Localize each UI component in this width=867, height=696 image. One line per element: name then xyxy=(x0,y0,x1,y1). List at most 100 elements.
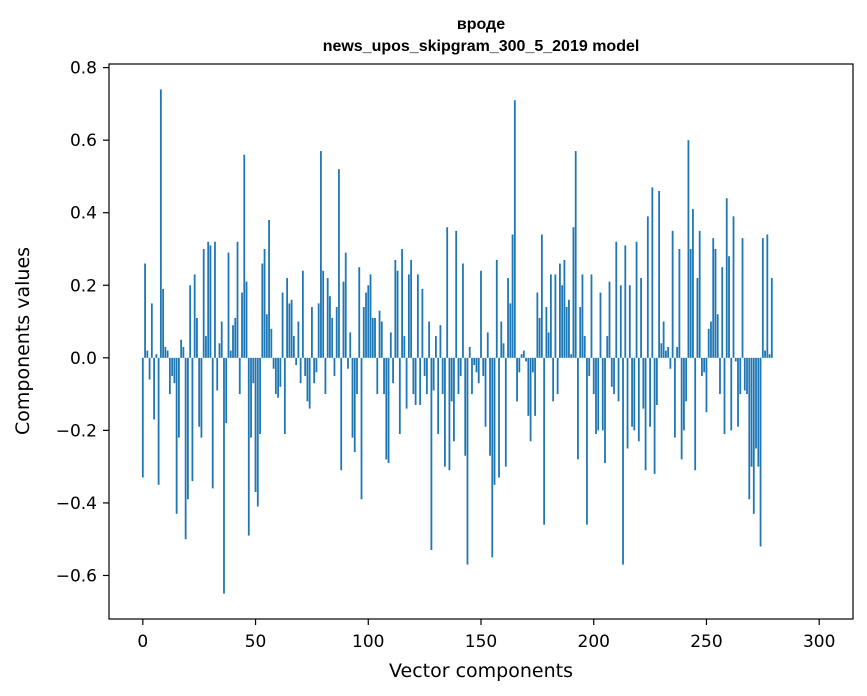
bar xyxy=(155,354,158,358)
bar xyxy=(279,357,282,387)
bar xyxy=(340,357,343,471)
bar xyxy=(477,357,480,384)
bar xyxy=(649,357,651,427)
y-axis-label: Components values xyxy=(12,247,34,435)
bar xyxy=(389,332,392,358)
bar xyxy=(484,357,487,427)
y-ticks-group: −0.6 −0.4 −0.2 0.0 0.2 0.4 0.6 0.8 xyxy=(56,59,109,586)
bar xyxy=(755,357,757,449)
bar xyxy=(173,357,176,384)
bar xyxy=(308,357,311,409)
bar xyxy=(311,307,313,358)
bar xyxy=(610,357,613,387)
bar xyxy=(626,357,629,449)
bar xyxy=(622,357,624,565)
bar xyxy=(299,357,302,384)
bar xyxy=(412,357,415,395)
bar xyxy=(223,357,225,594)
bar xyxy=(313,357,316,384)
bar xyxy=(673,357,676,438)
bar xyxy=(166,350,169,358)
bar xyxy=(698,230,701,358)
bar xyxy=(509,303,512,358)
bar xyxy=(696,278,699,358)
bar xyxy=(227,252,230,358)
bar xyxy=(701,357,703,376)
bar xyxy=(601,357,604,431)
bar xyxy=(394,259,397,358)
y-tick-label: 0.6 xyxy=(70,131,97,151)
bar xyxy=(556,357,559,395)
bar xyxy=(159,89,162,358)
bar xyxy=(628,285,631,358)
bar xyxy=(209,245,212,358)
bar xyxy=(475,357,478,373)
bar xyxy=(338,169,340,358)
bar xyxy=(662,321,665,358)
bar xyxy=(549,274,552,358)
bar xyxy=(374,317,376,358)
bar xyxy=(646,216,649,358)
x-tick-label: 100 xyxy=(352,632,384,652)
bar xyxy=(547,332,550,358)
bar xyxy=(595,357,597,434)
bar xyxy=(599,292,602,358)
bar xyxy=(581,274,584,358)
bar xyxy=(148,357,151,380)
bar xyxy=(369,274,372,358)
bar xyxy=(326,278,329,358)
bar xyxy=(241,292,243,358)
bar xyxy=(141,357,144,478)
bar xyxy=(540,234,543,358)
plot-frame xyxy=(108,63,854,620)
bar xyxy=(604,357,606,464)
bar xyxy=(385,357,388,460)
bar xyxy=(592,357,595,395)
bar xyxy=(171,357,174,376)
bar xyxy=(193,274,196,358)
bar xyxy=(243,154,246,358)
bar xyxy=(471,357,473,395)
bar xyxy=(157,357,160,485)
bar xyxy=(234,317,237,358)
bar xyxy=(642,357,645,409)
bar xyxy=(716,314,719,358)
bar xyxy=(752,357,755,514)
bar xyxy=(265,314,268,358)
bar xyxy=(644,357,647,471)
bar xyxy=(680,357,683,460)
bar xyxy=(380,321,383,358)
bar xyxy=(180,339,183,358)
bar xyxy=(757,357,760,467)
bar xyxy=(498,357,500,478)
bar xyxy=(281,292,284,358)
bar xyxy=(529,357,532,442)
bar xyxy=(768,354,771,358)
bar xyxy=(351,357,354,438)
bar xyxy=(274,357,277,395)
bar xyxy=(225,357,228,424)
bar xyxy=(304,357,307,376)
bar xyxy=(153,357,155,420)
x-tick-label: 150 xyxy=(465,632,497,652)
bar xyxy=(583,336,586,358)
bar xyxy=(175,357,178,514)
bar xyxy=(403,336,406,358)
bar xyxy=(746,357,748,395)
bar xyxy=(719,357,721,395)
bar xyxy=(365,292,367,358)
bar xyxy=(658,190,661,358)
bar xyxy=(353,357,356,453)
bar xyxy=(432,357,435,391)
bar xyxy=(507,278,509,358)
bar xyxy=(655,357,658,405)
bar xyxy=(624,245,627,358)
x-axis-label: Vector components xyxy=(389,660,573,682)
bar xyxy=(211,357,214,489)
bar xyxy=(437,357,440,434)
bar xyxy=(220,321,223,358)
bar xyxy=(522,350,525,358)
bar xyxy=(574,151,577,358)
bar xyxy=(723,357,726,434)
